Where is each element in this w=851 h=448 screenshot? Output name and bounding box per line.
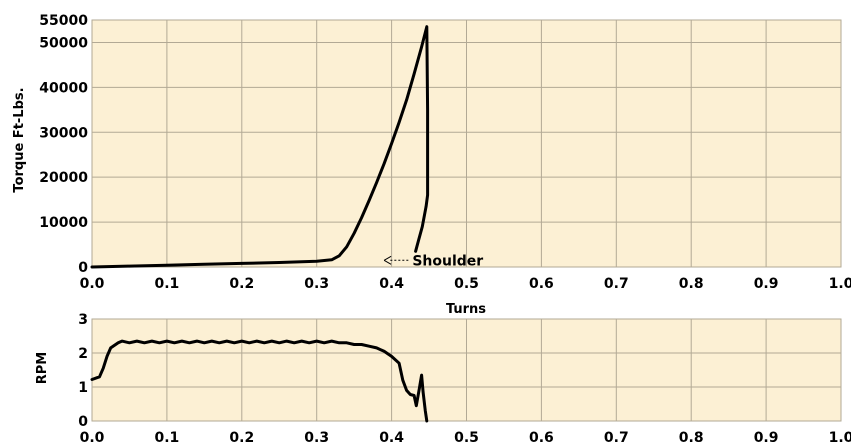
- torque-y-tick-label: 0: [78, 260, 88, 276]
- rpm-y-axis-label: RPM: [35, 352, 50, 384]
- rpm-x-tick-label: 0.0: [80, 430, 105, 446]
- rpm-plot-frame: [91, 318, 842, 422]
- rpm-x-tick-label: 0.1: [154, 430, 179, 446]
- torque-y-tick-label: 50000: [39, 35, 88, 51]
- torque-y-tick-label: 55000: [39, 13, 88, 29]
- torque-x-tick-label: 0.0: [80, 276, 105, 292]
- torque-x-tick-label: 1.0: [829, 276, 851, 292]
- shoulder-annotation: Shoulder: [412, 253, 483, 269]
- rpm-x-tick-label: 0.5: [454, 430, 479, 446]
- torque-x-tick-label: 0.6: [529, 276, 554, 292]
- torque-plot-frame: [91, 19, 842, 268]
- rpm-series-line: [90, 339, 429, 423]
- rpm-y-tick-label: 1: [78, 380, 88, 396]
- torque-y-axis-label: Torque Ft-Lbs.: [12, 87, 27, 192]
- torque-y-tick-label: 30000: [39, 125, 88, 141]
- rpm-x-tick-label: 0.6: [529, 430, 554, 446]
- torque-x-tick-label: 0.7: [604, 276, 629, 292]
- rpm-x-tick-label: 0.3: [304, 430, 329, 446]
- shoulder-arrow-head: [383, 255, 392, 265]
- torque-x-tick-label: 0.8: [679, 276, 704, 292]
- torque-y-tick-label: 10000: [39, 215, 88, 231]
- rpm-x-tick-label: 1.0: [829, 430, 851, 446]
- torque-x-tick-label: 0.4: [379, 276, 404, 292]
- rpm-y-tick-label: 2: [78, 346, 88, 362]
- torque-series-line: [90, 25, 430, 269]
- torque-x-tick-label: 0.3: [304, 276, 329, 292]
- rpm-x-tick-label: 0.4: [379, 430, 404, 446]
- torque-x-tick-label: 0.2: [229, 276, 254, 292]
- turns-x-axis-label: Turns: [446, 302, 486, 317]
- rpm-x-tick-label: 0.7: [604, 430, 629, 446]
- rpm-x-tick-label: 0.2: [229, 430, 254, 446]
- rpm-y-tick-label: 0: [78, 414, 88, 430]
- rpm-y-tick-label: 3: [78, 312, 88, 328]
- torque-x-tick-label: 0.5: [454, 276, 479, 292]
- rpm-panel: 0.0 0.1 0.2 0.3 0.4 0.5 0.6 0.7 0.8 0.9 1.0 0 1 2 3: [78, 312, 851, 446]
- torque-y-tick-label: 40000: [39, 80, 88, 96]
- torque-panel: 0.0 0.1 0.2 0.3 0.4 0.5 0.6 0.7 0.8 0.9 1.0 0 10000 2…: [39, 13, 851, 292]
- torque-y-tick-label: 20000: [39, 170, 88, 186]
- rpm-x-tick-label: 0.8: [679, 430, 704, 446]
- torque-x-tick-label: 0.1: [154, 276, 179, 292]
- rpm-x-tick-label: 0.9: [754, 430, 779, 446]
- torque-x-tick-label: 0.9: [754, 276, 779, 292]
